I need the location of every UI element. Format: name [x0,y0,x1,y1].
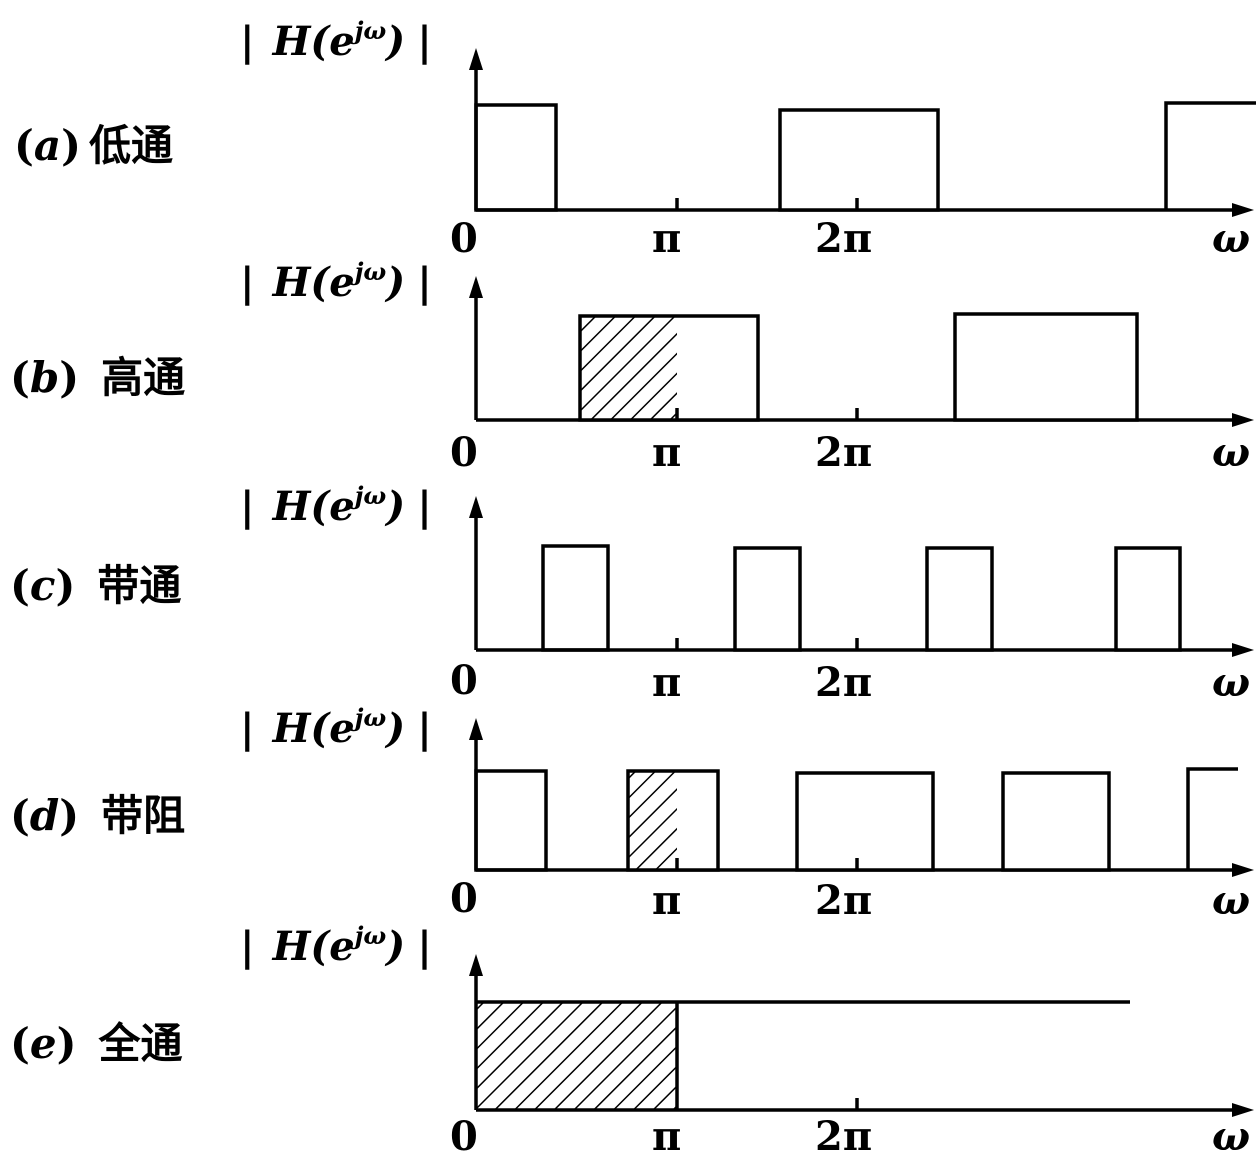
tick-label-2pi: 2π [815,877,872,924]
x-axis-arrow-icon [1232,203,1254,217]
filter-tag: (d) 带阻 [10,791,185,840]
y-axis-label: | H(ejω) | [240,16,432,65]
x-axis-arrow-icon [1232,863,1254,877]
x-axis-variable: ω [1212,429,1250,476]
tick-label-zero: 0 [450,215,478,262]
hatched-band [580,316,677,420]
y-axis-label: | H(ejω) | [240,257,432,306]
tick-label-zero: 0 [450,875,478,922]
passband [795,771,935,872]
panel-bandpass: (c) 带通 | H(ejω) | 0 π 2π ω [10,481,1254,706]
tick-label-zero: 0 [450,1113,478,1156]
x-axis-variable: ω [1212,1113,1250,1156]
passband [1114,546,1182,652]
x-axis-arrow-icon [1232,413,1254,427]
tick-label-pi: π [652,215,681,262]
tick-label-2pi: 2π [815,215,872,262]
hatched-band [476,1002,677,1110]
y-axis-label: | H(ejω) | [240,481,432,530]
hatched-band [474,103,558,212]
passband [778,108,940,212]
x-axis-arrow-icon [1232,643,1254,657]
passband [733,546,802,652]
passband [1164,101,1256,210]
x-axis-variable: ω [1212,877,1250,924]
x-axis-arrow-icon [1232,1103,1254,1117]
x-axis-variable: ω [1212,215,1250,262]
tick-label-2pi: 2π [815,1113,872,1156]
passband [953,312,1139,422]
x-axis-variable: ω [1212,659,1250,706]
passband [1186,767,1238,870]
filter-tag: (e) 全通 [10,1019,183,1068]
passband [925,546,994,652]
tick-label-2pi: 2π [815,659,872,706]
y-axis-arrow-icon [469,496,483,518]
tick-label-pi: π [652,659,681,706]
hatched-band [628,771,677,870]
filter-tag: (c) 带通 [10,561,181,610]
tick-label-2pi: 2π [815,429,872,476]
y-axis-label: | H(ejω) | [240,703,432,752]
tick-label-pi: π [652,429,681,476]
y-axis-arrow-icon [469,718,483,740]
y-axis-label: | H(ejω) | [240,921,432,970]
panel-allpass: (e) 全通 | H(ejω) | 0 π 2π ω [10,921,1254,1156]
tick-label-pi: π [652,877,681,924]
y-axis-arrow-icon [469,48,483,70]
y-axis-arrow-icon [469,954,483,976]
filter-tag: (a) 低通 [14,121,173,170]
hatched-band [541,544,610,652]
filter-tag: (b) 高通 [10,353,185,402]
panel-highpass: (b) 高通 | H(ejω) | 0 π 2π ω [10,257,1254,476]
tick-label-zero: 0 [450,429,478,476]
panel-lowpass: (a) 低通 | H(ejω) | 0 π 2π ω [14,16,1256,262]
tick-label-zero: 0 [450,657,478,704]
panel-bandstop: (d) 带阻 | H(ejω) | 0 π 2π ω [10,703,1254,924]
passband [1001,771,1111,872]
hatched-band [474,769,548,872]
y-axis-arrow-icon [469,276,483,298]
tick-label-pi: π [652,1113,681,1156]
